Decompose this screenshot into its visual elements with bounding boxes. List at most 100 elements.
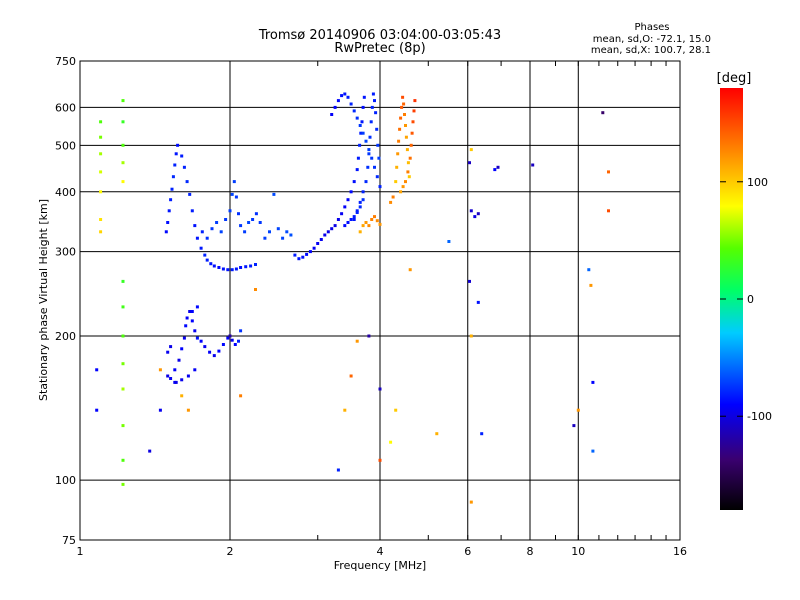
data-point xyxy=(203,345,207,349)
data-point xyxy=(364,139,368,143)
data-point xyxy=(589,283,593,287)
data-point xyxy=(607,170,610,174)
data-point xyxy=(249,264,253,268)
data-point xyxy=(400,105,404,109)
data-point xyxy=(404,180,407,184)
data-point xyxy=(407,175,411,179)
data-point xyxy=(591,380,595,384)
data-point xyxy=(195,305,199,309)
y-tick-label: 300 xyxy=(55,246,76,259)
data-point xyxy=(203,253,207,257)
data-point xyxy=(396,152,400,156)
colorbar-ticks: 100 0 -100 xyxy=(720,176,772,423)
data-point xyxy=(399,190,403,194)
data-point xyxy=(174,152,178,156)
data-point xyxy=(200,230,204,234)
y-axis-label: Stationary phase Virtual Height [km] xyxy=(37,199,50,401)
data-point xyxy=(228,334,232,338)
x-tick-label: 1 xyxy=(77,545,84,558)
data-point xyxy=(121,143,125,147)
data-point xyxy=(355,116,359,120)
data-point xyxy=(254,263,257,266)
data-point xyxy=(158,368,162,372)
data-point xyxy=(195,336,199,340)
data-point xyxy=(239,266,243,269)
data-point xyxy=(370,156,374,160)
data-point xyxy=(346,95,350,99)
data-point xyxy=(359,131,363,135)
data-point xyxy=(177,358,181,362)
data-point xyxy=(591,449,595,453)
data-point xyxy=(476,300,480,304)
data-point xyxy=(212,354,216,358)
data-point xyxy=(195,236,199,240)
data-point xyxy=(369,120,373,124)
data-point xyxy=(333,224,337,228)
data-point xyxy=(99,170,103,174)
x-tick-label: 16 xyxy=(673,545,687,558)
data-point xyxy=(217,266,221,269)
data-point xyxy=(95,368,99,372)
data-point xyxy=(205,236,209,240)
data-point xyxy=(352,218,356,221)
data-point xyxy=(377,156,381,160)
data-point xyxy=(370,218,374,221)
data-point xyxy=(404,135,408,139)
data-point xyxy=(121,305,125,309)
data-point xyxy=(362,95,366,99)
chart-title: Tromsø 20140906 03:04:00-03:05:43 xyxy=(258,28,501,43)
data-point xyxy=(121,458,125,462)
data-point xyxy=(121,279,125,283)
data-point xyxy=(364,180,368,184)
data-point xyxy=(254,212,258,216)
data-point xyxy=(601,111,605,115)
data-point xyxy=(355,339,359,343)
data-point xyxy=(173,380,177,384)
data-point xyxy=(367,148,371,152)
data-point xyxy=(352,215,356,219)
colorbar-tick-label: 100 xyxy=(747,176,768,189)
data-point xyxy=(226,336,230,340)
data-point xyxy=(404,124,407,127)
data-point xyxy=(364,221,368,224)
data-point xyxy=(349,218,353,221)
y-tick-label: 100 xyxy=(55,474,76,487)
data-point xyxy=(367,334,371,338)
data-point xyxy=(406,161,410,165)
x-tick-label: 6 xyxy=(464,545,471,558)
data-point xyxy=(355,209,359,213)
data-point xyxy=(355,211,359,214)
data-point xyxy=(212,264,216,268)
data-point xyxy=(323,233,327,237)
data-point xyxy=(319,238,323,241)
data-point xyxy=(95,408,99,412)
data-point xyxy=(182,336,186,340)
data-point xyxy=(333,105,337,109)
data-point xyxy=(285,230,289,234)
x-axis-label: Frequency [MHz] xyxy=(334,559,426,572)
data-point xyxy=(360,120,364,124)
data-point xyxy=(401,95,405,99)
x-tick-label: 4 xyxy=(377,545,384,558)
data-point xyxy=(180,394,184,398)
data-point xyxy=(370,105,374,109)
data-point xyxy=(182,165,186,169)
data-point xyxy=(367,224,371,228)
data-point xyxy=(230,338,234,342)
data-point xyxy=(397,139,401,143)
data-point xyxy=(447,240,451,243)
data-point xyxy=(361,198,365,202)
data-point xyxy=(336,99,340,103)
data-point xyxy=(180,154,184,158)
data-point xyxy=(180,378,184,382)
data-point xyxy=(480,432,484,436)
data-point xyxy=(378,222,382,226)
data-point xyxy=(413,99,417,103)
data-point xyxy=(234,195,238,199)
data-point xyxy=(232,180,236,184)
data-point xyxy=(121,387,125,391)
data-point xyxy=(221,343,225,346)
data-point xyxy=(312,246,316,250)
data-point xyxy=(376,143,380,147)
data-point xyxy=(326,230,330,234)
